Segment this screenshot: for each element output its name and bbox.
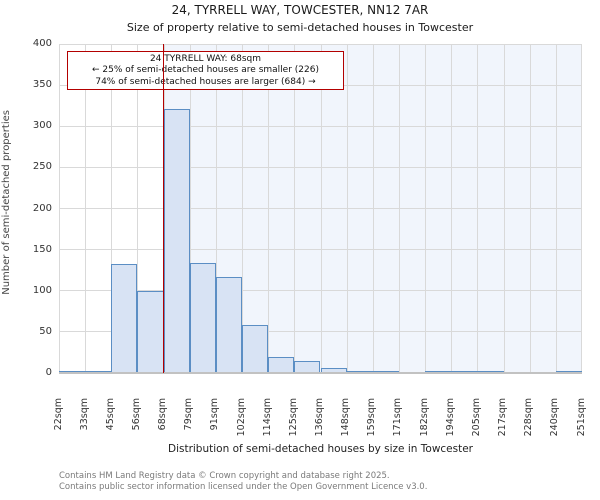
x-tick-label: 205sqm (470, 398, 482, 437)
v-gridline (268, 44, 270, 373)
bar (294, 360, 321, 373)
x-tick-label: 194sqm (444, 398, 456, 437)
bar (189, 262, 216, 373)
v-gridline (215, 44, 217, 373)
v-gridline (189, 44, 191, 373)
bar (163, 108, 190, 373)
v-gridline (294, 44, 296, 373)
v-gridline (581, 44, 582, 373)
bar (242, 325, 269, 373)
v-gridline (59, 44, 60, 373)
bar (137, 290, 164, 373)
annotation-line-2: ← 25% of semi-detached houses are smalle… (92, 65, 319, 76)
plot-area: 24 TYRRELL WAY: 68sqm ← 25% of semi-deta… (59, 43, 582, 374)
y-tick-label: 300 (32, 120, 52, 132)
annotation-line-3: 74% of semi-detached houses are larger (… (95, 76, 316, 87)
footer-line-2: Contains public sector information licen… (59, 482, 428, 493)
v-gridline (477, 44, 479, 373)
y-tick-label: 400 (32, 38, 52, 49)
x-tick-label: 171sqm (392, 398, 404, 437)
x-tick-label: 240sqm (549, 398, 561, 437)
v-gridline (529, 44, 531, 373)
bar (215, 276, 243, 373)
property-marker-line (162, 44, 165, 373)
v-gridline (451, 44, 453, 373)
x-tick-label: 91sqm (209, 398, 221, 431)
x-tick-label: 79sqm (183, 398, 195, 431)
x-tick-label: 182sqm (418, 398, 430, 437)
v-gridline (398, 44, 400, 373)
v-gridline (85, 44, 87, 373)
x-tick-label: 56sqm (130, 398, 142, 431)
x-tick-label: 45sqm (104, 398, 116, 431)
v-gridline (320, 44, 322, 373)
y-tick-label: 350 (32, 79, 52, 91)
x-axis-line (59, 372, 582, 374)
x-tick-label: 125sqm (287, 398, 299, 437)
bar (268, 356, 295, 373)
v-gridline (137, 44, 139, 373)
x-tick-label: 148sqm (340, 398, 352, 437)
y-tick-label: 50 (39, 325, 52, 337)
y-tick-label: 250 (32, 161, 52, 173)
x-tick-label: 217sqm (497, 398, 509, 437)
v-gridline (503, 44, 505, 373)
x-tick-label: 251sqm (575, 398, 587, 437)
chart-subtitle: Size of property relative to semi-detach… (126, 21, 474, 34)
annotation-text: 24 TYRRELL WAY: 68sqm ← 25% of semi-deta… (68, 52, 343, 88)
v-gridline (346, 44, 348, 373)
annotation-line-1: 24 TYRRELL WAY: 68sqm (149, 54, 262, 64)
y-axis-title: Number of semi-detached properties (1, 110, 12, 295)
x-tick-label: 136sqm (314, 398, 325, 437)
x-tick-label: 114sqm (261, 398, 273, 437)
x-tick-label: 33sqm (78, 398, 90, 431)
annotation-box: 24 TYRRELL WAY: 68sqm ← 25% of semi-deta… (67, 51, 344, 90)
y-tick-label: 200 (32, 202, 52, 214)
y-tick-label: 100 (32, 284, 52, 296)
v-gridline (242, 44, 244, 373)
y-tick-label: 0 (45, 367, 52, 378)
v-gridline (111, 44, 113, 373)
bar (111, 263, 138, 373)
x-axis-title: Distribution of semi-detached houses by … (167, 443, 474, 455)
x-tick-label: 68sqm (157, 398, 169, 431)
x-tick-label: 22sqm (52, 398, 64, 431)
v-gridline (555, 44, 557, 373)
x-tick-label: 159sqm (366, 398, 378, 437)
v-gridline (425, 44, 427, 373)
footer-attribution: Contains HM Land Registry data © Crown c… (59, 471, 427, 494)
chart-title: 24, TYRRELL WAY, TOWCESTER, NN12 7AR (171, 3, 429, 17)
bar (320, 368, 347, 373)
x-tick-label: 102sqm (235, 398, 247, 437)
v-gridline (372, 44, 374, 373)
footer-line-1: Contains HM Land Registry data © Crown c… (59, 471, 390, 481)
x-tick-label: 228sqm (523, 398, 535, 437)
y-tick-label: 150 (32, 243, 52, 255)
